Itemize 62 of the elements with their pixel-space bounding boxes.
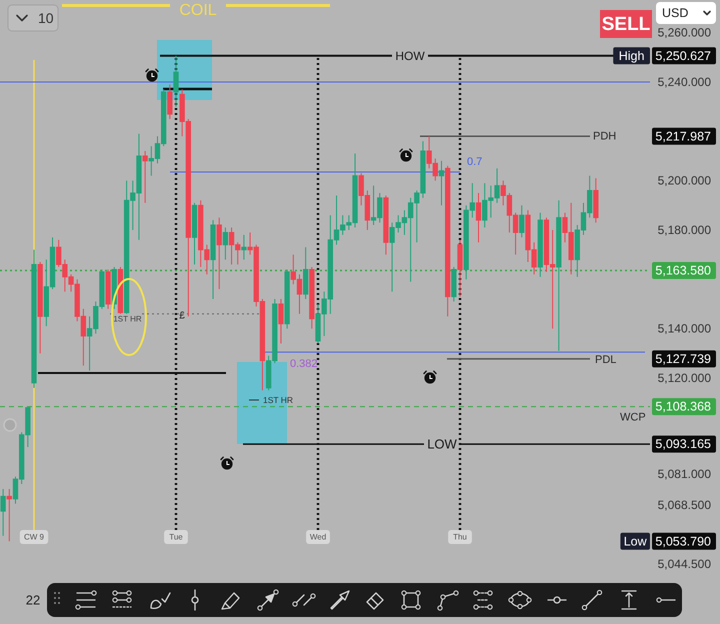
candlestick — [451, 266, 456, 302]
candlestick — [216, 217, 222, 290]
y-tick-label: 5,120.000 — [658, 370, 712, 385]
y-tick-label: 5,200.000 — [658, 174, 712, 188]
y-tick-label: 5,044.500 — [658, 557, 712, 572]
annotation: 10 — [38, 10, 54, 26]
candlestick — [593, 178, 598, 224]
ref-line-label: HOW — [395, 48, 426, 63]
text: 5,163.580 — [655, 263, 712, 278]
candlestick — [0, 488, 6, 536]
candlestick — [192, 202, 198, 266]
x-tick-label: CW 9 — [24, 532, 45, 542]
candlestick — [519, 204, 524, 238]
candlestick — [309, 266, 314, 330]
candlestick — [6, 488, 12, 542]
candlestick — [142, 150, 148, 204]
x-tick-label: Thu — [453, 532, 467, 542]
candlestick — [278, 298, 284, 344]
ref-line-label: COIL — [179, 2, 217, 20]
ref-line-label: WCP — [620, 412, 646, 424]
text: 5,053.790 — [655, 534, 712, 548]
sell-button: SELL — [600, 10, 652, 38]
candlestick — [444, 165, 450, 317]
y-tick-label: 5,260.000 — [658, 26, 712, 40]
candlestick — [476, 192, 482, 243]
text: 5,127.739 — [655, 352, 712, 366]
x-tick-label: Tue — [169, 532, 184, 542]
currency-dropdown: USD — [656, 2, 716, 24]
ref-line-label: PDH — [593, 130, 616, 142]
text: 5,108.368 — [655, 400, 712, 414]
candlestick — [222, 227, 228, 260]
y-tick-label: 5,081.000 — [658, 467, 712, 482]
candlestick — [167, 84, 172, 120]
y-tick-label: 5,068.500 — [658, 498, 712, 512]
candlestick — [38, 262, 43, 354]
ref-line-label: LOW — [427, 436, 458, 452]
y-tick-label: 5,140.000 — [658, 322, 712, 336]
annotation: 0.7 — [467, 156, 482, 168]
candlestick — [241, 234, 247, 260]
y-tick-label: 5,240.000 — [658, 75, 712, 89]
ref-line-label: PDL — [595, 354, 616, 366]
candlestick — [538, 212, 543, 278]
ref-line-label: 1ST HR — [113, 314, 142, 324]
annotation: 0.382 — [290, 358, 318, 370]
text: Low — [624, 534, 648, 548]
text: 5,250.627 — [655, 48, 712, 63]
annotation: 1ST HR — [263, 395, 294, 405]
x-tick-label: Wed — [310, 532, 326, 542]
candlestick — [438, 160, 444, 206]
candlestick — [173, 55, 179, 108]
interval-dropdown: 10 — [8, 4, 58, 32]
text: 5,217.987 — [655, 129, 712, 144]
candlestick — [556, 200, 562, 352]
candlestick — [302, 246, 308, 300]
text: High — [618, 48, 644, 63]
candlestick — [284, 268, 290, 330]
text: 22 — [26, 592, 40, 608]
annotation: £ — [179, 310, 186, 322]
candlestick — [457, 239, 463, 298]
text: 5,093.165 — [655, 437, 712, 452]
y-tick-label: 5,180.000 — [658, 222, 712, 237]
candlestick — [210, 220, 216, 300]
